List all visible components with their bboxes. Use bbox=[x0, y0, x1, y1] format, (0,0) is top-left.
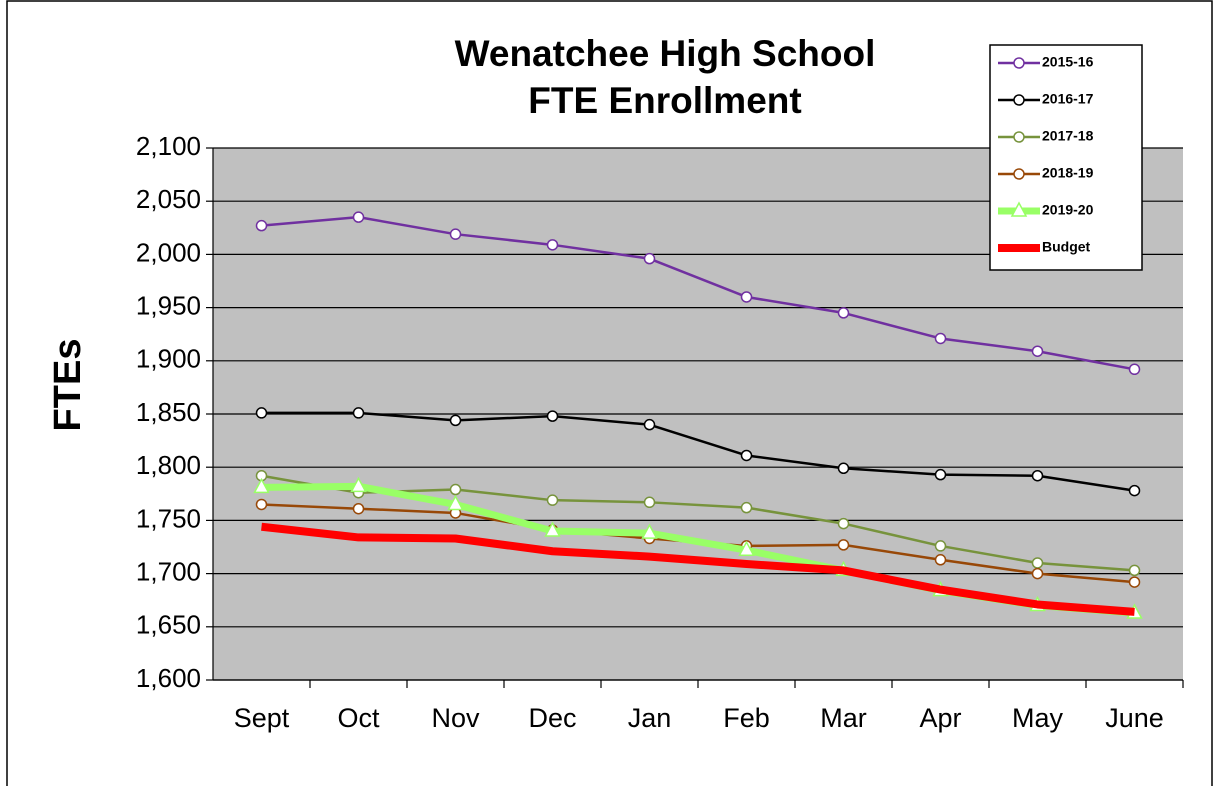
data-point bbox=[352, 211, 365, 223]
data-point bbox=[837, 517, 850, 530]
data-point bbox=[1128, 564, 1141, 577]
data-point bbox=[1128, 363, 1141, 376]
legend-label: 2017-18 bbox=[1042, 128, 1094, 144]
data-point bbox=[740, 449, 753, 462]
x-tick-label: Sept bbox=[234, 703, 290, 733]
x-tick-label: May bbox=[1012, 703, 1064, 733]
data-point bbox=[1031, 469, 1044, 482]
legend-label: 2018-19 bbox=[1042, 165, 1094, 181]
data-point bbox=[934, 554, 947, 566]
y-tick-label: 1,850 bbox=[136, 397, 201, 427]
data-point bbox=[643, 252, 656, 265]
series-line bbox=[261, 411, 1135, 492]
legend-marker bbox=[1010, 201, 1028, 217]
data-point bbox=[740, 501, 753, 514]
y-tick-label: 1,600 bbox=[136, 663, 201, 693]
data-point bbox=[255, 219, 268, 232]
legend-label: Budget bbox=[1042, 239, 1091, 255]
legend-marker bbox=[1013, 57, 1025, 69]
x-tick-label: June bbox=[1105, 703, 1164, 733]
data-point bbox=[934, 468, 947, 481]
data-point bbox=[350, 476, 367, 493]
data-point bbox=[255, 498, 268, 511]
data-point bbox=[934, 332, 947, 345]
legend-marker bbox=[1013, 168, 1025, 180]
data-point bbox=[449, 414, 462, 427]
y-tick-label: 2,000 bbox=[136, 237, 201, 267]
data-point bbox=[352, 407, 365, 419]
chart-title: Wenatchee High School bbox=[455, 33, 876, 74]
data-point bbox=[544, 521, 561, 537]
y-axis-label: FTEs bbox=[47, 339, 89, 432]
x-tick-label: Nov bbox=[431, 703, 480, 733]
data-point bbox=[1031, 567, 1044, 580]
y-tick-label: 2,100 bbox=[136, 131, 201, 161]
data-point bbox=[449, 228, 462, 240]
series-line bbox=[261, 215, 1135, 371]
series-line bbox=[261, 474, 1135, 572]
data-point bbox=[253, 477, 270, 494]
data-point bbox=[934, 540, 947, 552]
y-tick-label: 2,050 bbox=[136, 184, 201, 214]
legend-label: 2016-17 bbox=[1042, 91, 1094, 107]
x-tick-label: Feb bbox=[723, 703, 770, 733]
data-point bbox=[1031, 557, 1044, 569]
data-point bbox=[643, 418, 656, 431]
y-tick-label: 1,950 bbox=[136, 290, 201, 320]
data-point bbox=[643, 496, 656, 509]
data-point bbox=[837, 307, 850, 319]
x-tick-label: Mar bbox=[820, 703, 867, 733]
data-point bbox=[738, 540, 755, 556]
data-point bbox=[255, 407, 268, 419]
data-point bbox=[1128, 576, 1141, 588]
x-tick-label: Apr bbox=[919, 703, 961, 733]
y-tick-label: 1,800 bbox=[136, 450, 201, 480]
data-point bbox=[546, 239, 559, 251]
y-tick-label: 1,700 bbox=[136, 556, 201, 586]
data-point bbox=[1031, 345, 1044, 357]
data-point bbox=[740, 291, 753, 303]
series-line bbox=[261, 522, 1135, 616]
x-tick-label: Jan bbox=[628, 703, 672, 733]
data-point bbox=[546, 494, 559, 506]
chart-subtitle: FTE Enrollment bbox=[528, 80, 801, 121]
x-tick-label: Dec bbox=[528, 703, 576, 733]
x-tick-label: Oct bbox=[337, 703, 380, 733]
data-point bbox=[837, 462, 850, 475]
data-point bbox=[447, 494, 464, 511]
y-tick-label: 1,900 bbox=[136, 344, 201, 374]
y-tick-label: 1,750 bbox=[136, 503, 201, 533]
legend-label: 2015-16 bbox=[1042, 54, 1094, 70]
data-point bbox=[641, 523, 658, 539]
legend-label: 2019-20 bbox=[1042, 202, 1094, 218]
y-tick-label: 1,650 bbox=[136, 610, 201, 640]
data-point bbox=[1128, 484, 1141, 497]
legend-marker bbox=[1013, 131, 1025, 143]
legend-marker bbox=[1013, 94, 1025, 106]
data-point bbox=[449, 483, 462, 496]
data-point bbox=[837, 539, 850, 551]
data-point bbox=[546, 410, 559, 422]
legend-box bbox=[989, 44, 1143, 271]
data-point bbox=[352, 502, 365, 515]
